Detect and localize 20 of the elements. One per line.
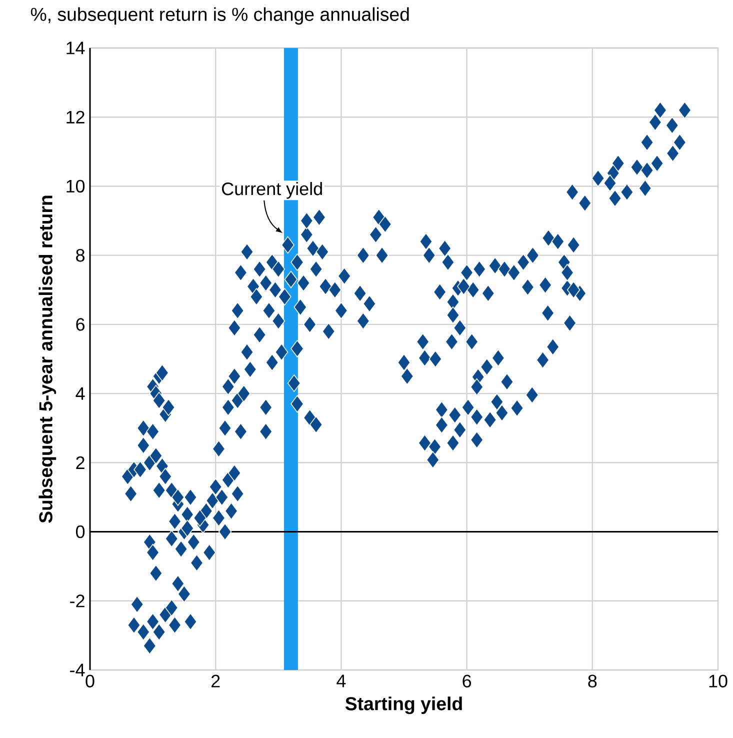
y-axis-title: Subsequent 5-year annualised return: [38, 196, 56, 523]
chart-title: %, subsequent return is % change annualised: [30, 7, 409, 25]
y-tick-label: 12: [66, 110, 84, 124]
y-tick-label: 4: [76, 387, 85, 400]
y-tick-label: -2: [70, 594, 84, 608]
x-tick-label: 2: [211, 674, 220, 688]
y-tick-label: 8: [76, 248, 84, 262]
x-tick-label: 8: [588, 674, 597, 688]
y-tick-label: 0: [76, 525, 85, 538]
ref-line-label: Current yield: [222, 182, 322, 199]
y-tick-label: 2: [76, 456, 84, 469]
y-tick-label: -4: [70, 664, 85, 676]
y-tick-label: 14: [66, 42, 85, 54]
x-tick-label: 10: [709, 674, 728, 688]
x-tick-label: 0: [86, 674, 94, 688]
x-tick-label: 4: [336, 674, 346, 688]
y-tick-label: 10: [66, 180, 85, 193]
x-tick-label: 6: [462, 674, 472, 688]
y-tick-label: 6: [76, 318, 84, 331]
x-axis-title: Starting yield: [345, 696, 462, 714]
